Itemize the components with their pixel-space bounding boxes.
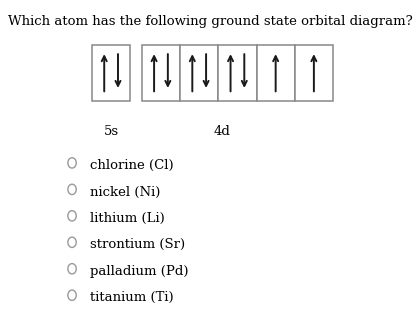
- Text: titanium (Ti): titanium (Ti): [90, 291, 174, 304]
- Bar: [295, 44, 333, 101]
- Text: palladium (Pd): palladium (Pd): [90, 265, 189, 278]
- Bar: [142, 44, 180, 101]
- Bar: [180, 44, 218, 101]
- Text: 4d: 4d: [213, 125, 230, 138]
- Bar: [257, 44, 295, 101]
- Text: nickel (Ni): nickel (Ni): [90, 185, 161, 199]
- Text: 5s: 5s: [103, 125, 118, 138]
- Text: Which atom has the following ground state orbital diagram?: Which atom has the following ground stat…: [8, 16, 412, 28]
- Text: chlorine (Cl): chlorine (Cl): [90, 159, 174, 172]
- Text: strontium (Sr): strontium (Sr): [90, 238, 186, 251]
- Text: lithium (Li): lithium (Li): [90, 212, 165, 225]
- Bar: [92, 44, 130, 101]
- Bar: [218, 44, 257, 101]
